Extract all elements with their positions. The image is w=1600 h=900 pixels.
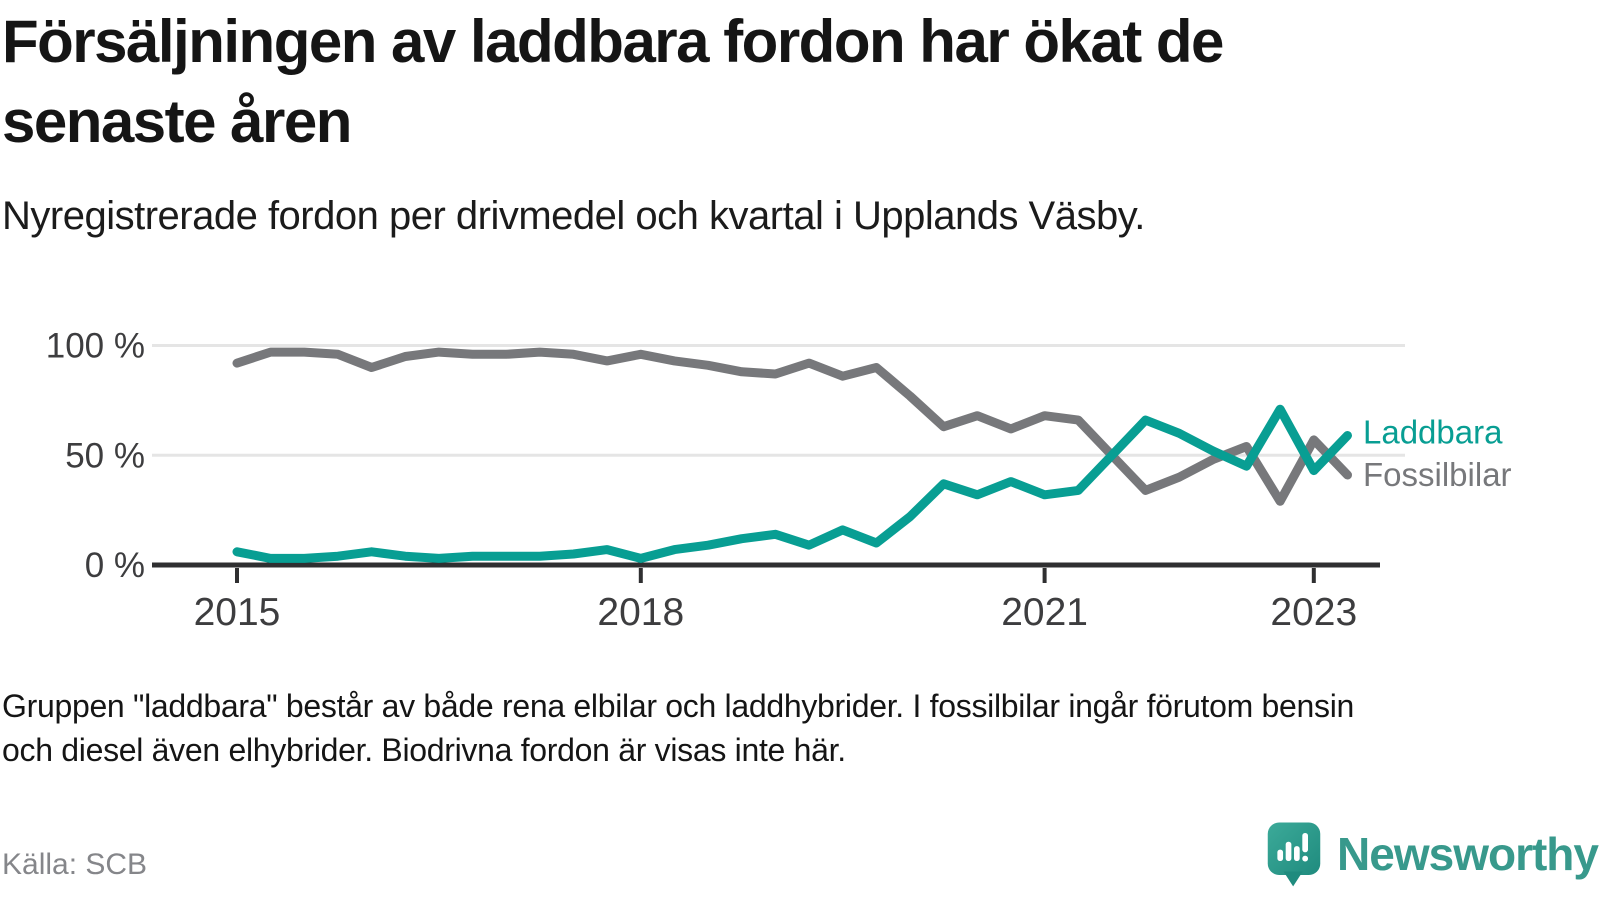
chart-subtitle: Nyregistrerade fordon per drivmedel och … bbox=[2, 194, 1145, 238]
speech-bubble-bar-chart-icon bbox=[1267, 822, 1321, 887]
y-tick-label: 0 % bbox=[85, 546, 145, 585]
footnote-line-2: och diesel även elhybrider. Biodrivna fo… bbox=[2, 732, 846, 768]
x-tick-label: 2021 bbox=[1001, 591, 1088, 634]
y-tick-label: 100 % bbox=[46, 327, 145, 366]
x-tick-label: 2015 bbox=[194, 591, 281, 634]
fossilbilar-line bbox=[232, 347, 1352, 506]
x-tick-label: 2023 bbox=[1270, 591, 1357, 634]
series-label-fossilbilar: Fossilbilar bbox=[1363, 456, 1512, 493]
footnote-line-1: Gruppen "laddbara" består av både rena e… bbox=[2, 688, 1355, 724]
chart-title-line-1: Försäljningen av laddbara fordon har öka… bbox=[2, 8, 1224, 75]
x-tick-label: 2018 bbox=[597, 591, 684, 634]
source-label: Källa: SCB bbox=[2, 848, 148, 881]
y-tick-label: 50 % bbox=[65, 436, 145, 475]
chart-title-line-2: senaste åren bbox=[2, 88, 352, 155]
chart-title: Försäljningen av laddbara fordon har öka… bbox=[2, 2, 1592, 162]
chart-footnote: Gruppen "laddbara" består av både rena e… bbox=[2, 684, 1582, 772]
newsworthy-wordmark: Newsworthy bbox=[1337, 828, 1599, 880]
laddbara-line bbox=[232, 404, 1352, 563]
series-label-laddbara: Laddbara bbox=[1363, 413, 1503, 450]
newsworthy-logo: Newsworthy bbox=[1266, 816, 1599, 892]
